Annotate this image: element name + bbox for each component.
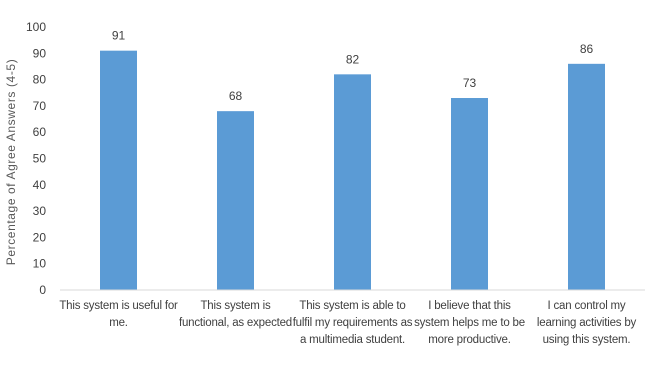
- x-category-label: I can control my learning activities by …: [536, 300, 637, 346]
- bars: [100, 50, 605, 290]
- x-category-label: This system is useful for me.: [59, 300, 178, 329]
- y-tick-label: 30: [33, 204, 47, 218]
- y-tick-label: 70: [33, 99, 47, 113]
- data-label: 73: [463, 76, 477, 90]
- x-category-label: This system is able to fulfil my require…: [292, 300, 413, 346]
- data-label: 91: [112, 29, 126, 43]
- y-tick-label: 10: [33, 257, 47, 271]
- bar: [334, 74, 371, 290]
- y-tick-label: 0: [39, 283, 46, 297]
- bar: [568, 63, 605, 290]
- y-tick-label: 80: [33, 73, 47, 87]
- data-label: 86: [580, 42, 594, 56]
- bar: [217, 111, 254, 290]
- bar: [100, 50, 137, 290]
- y-tick-label: 100: [26, 20, 46, 34]
- data-label: 68: [229, 89, 243, 103]
- bar: [451, 98, 488, 290]
- y-axis-ticks: 0 10 20 30 40 50 60 70 80 90 100: [26, 20, 46, 297]
- y-tick-label: 60: [33, 125, 47, 139]
- x-category-label: This system is functional, as expected: [178, 300, 293, 329]
- y-tick-label: 90: [33, 46, 47, 60]
- y-axis-title: Percentage of Agree Answers (4-5): [4, 59, 18, 266]
- x-category-label: I believe that this system helps me to b…: [414, 300, 525, 346]
- y-tick-label: 40: [33, 178, 47, 192]
- y-tick-label: 20: [33, 230, 47, 244]
- data-label: 82: [346, 52, 360, 66]
- y-tick-label: 50: [33, 152, 47, 166]
- data-labels: 91 68 82 73 86: [112, 29, 594, 103]
